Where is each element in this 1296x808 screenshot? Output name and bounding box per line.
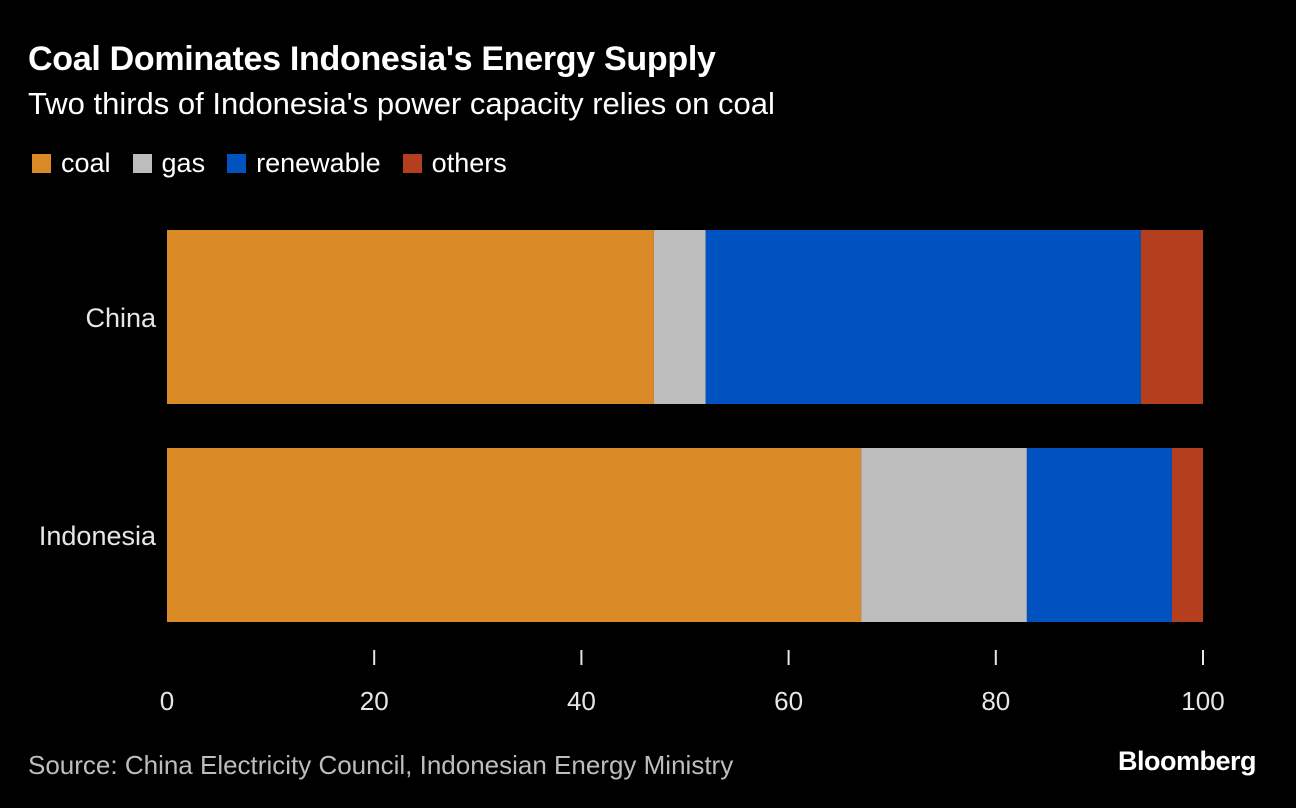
legend-item-renewable: renewable: [227, 148, 381, 179]
bar-indonesia-renewable: [1026, 448, 1172, 622]
bar-indonesia-coal: [167, 448, 862, 622]
x-tick-label-40: 40: [567, 686, 596, 716]
source-note: Source: China Electricity Council, Indon…: [28, 750, 734, 780]
bar-china-gas: [653, 230, 706, 404]
legend-swatch-gas: [132, 154, 152, 173]
bar-china-coal: [167, 230, 654, 404]
legend-label-renewable: renewable: [256, 148, 381, 178]
x-tick-label-100: 100: [1181, 686, 1224, 716]
legend-label-coal: coal: [61, 148, 111, 178]
legend-swatch-coal: [32, 154, 51, 173]
x-tick-label-20: 20: [360, 686, 389, 716]
legend-item-others: others: [402, 148, 507, 179]
legend: coal gas renewable others: [32, 148, 529, 179]
category-label-china: China: [85, 303, 157, 333]
bar-indonesia-gas: [861, 448, 1027, 622]
bar-china-others: [1140, 230, 1203, 404]
legend-item-coal: coal: [32, 148, 111, 179]
x-tick-label-80: 80: [981, 686, 1010, 716]
category-label-indonesia: Indonesia: [39, 521, 157, 551]
bloomberg-logo: Bloomberg: [1117, 746, 1257, 776]
chart-title: Coal Dominates Indonesia's Energy Supply: [28, 40, 716, 78]
chart-subtitle: Two thirds of Indonesia's power capacity…: [28, 86, 775, 121]
legend-label-gas: gas: [161, 148, 206, 178]
x-tick-label-0: 0: [160, 686, 174, 716]
legend-label-others: others: [431, 148, 507, 178]
bar-indonesia-others: [1171, 448, 1203, 622]
legend-swatch-others: [402, 154, 422, 173]
bar-china-renewable: [705, 230, 1141, 404]
legend-item-gas: gas: [132, 148, 206, 179]
x-tick-label-60: 60: [774, 686, 803, 716]
legend-swatch-renewable: [227, 154, 247, 173]
